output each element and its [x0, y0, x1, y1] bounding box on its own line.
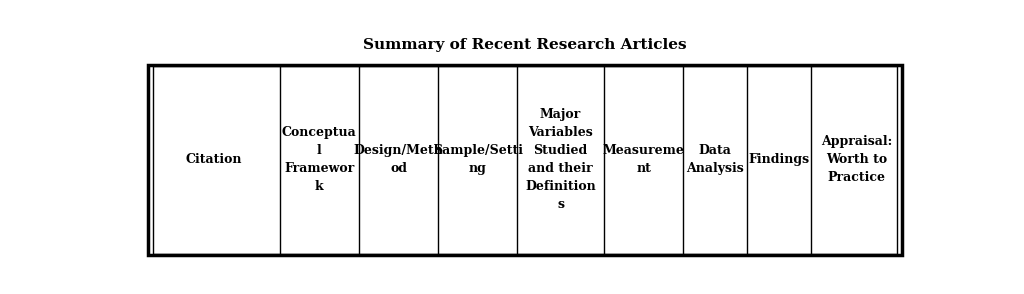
Text: Appraisal:
Worth to
Practice: Appraisal: Worth to Practice — [821, 135, 892, 184]
Text: Conceptua
l
Framewor
k: Conceptua l Framewor k — [282, 126, 356, 193]
Text: Citation: Citation — [185, 153, 242, 166]
Bar — [153, 66, 897, 253]
Text: Major
Variables
Studied
and their
Definition
s: Major Variables Studied and their Defini… — [525, 108, 596, 211]
Text: Design/Meth
od: Design/Meth od — [353, 144, 443, 175]
Text: Measureme
nt: Measureme nt — [602, 144, 684, 175]
Text: Summary of Recent Research Articles: Summary of Recent Research Articles — [362, 39, 687, 52]
Text: Sample/Setti
ng: Sample/Setti ng — [433, 144, 522, 175]
Text: Findings: Findings — [749, 153, 810, 166]
Text: Data
Analysis: Data Analysis — [686, 144, 744, 175]
Bar — [147, 65, 902, 255]
